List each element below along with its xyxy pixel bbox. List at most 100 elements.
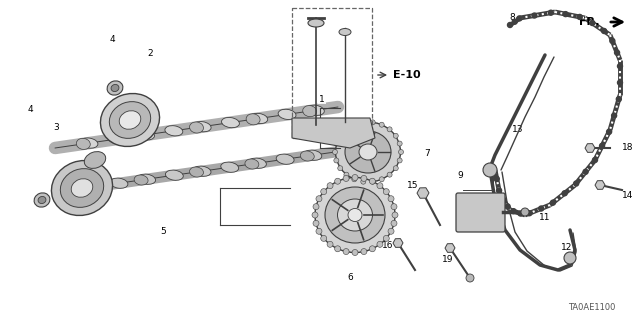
Ellipse shape bbox=[339, 28, 351, 35]
Text: 3: 3 bbox=[53, 123, 59, 132]
Circle shape bbox=[518, 211, 523, 216]
Ellipse shape bbox=[107, 81, 123, 95]
Ellipse shape bbox=[388, 228, 394, 234]
Ellipse shape bbox=[399, 150, 403, 154]
Ellipse shape bbox=[315, 177, 395, 253]
Text: FR.: FR. bbox=[579, 17, 600, 27]
Ellipse shape bbox=[304, 150, 322, 160]
Ellipse shape bbox=[133, 130, 147, 141]
Text: 12: 12 bbox=[561, 243, 573, 253]
Ellipse shape bbox=[110, 178, 128, 188]
Ellipse shape bbox=[380, 122, 384, 127]
Ellipse shape bbox=[361, 249, 367, 255]
Text: 9: 9 bbox=[457, 170, 463, 180]
Circle shape bbox=[593, 158, 598, 162]
Ellipse shape bbox=[313, 220, 319, 226]
Circle shape bbox=[614, 50, 620, 55]
Ellipse shape bbox=[303, 106, 317, 117]
Circle shape bbox=[618, 80, 623, 85]
Circle shape bbox=[508, 23, 513, 27]
Ellipse shape bbox=[165, 126, 183, 136]
Circle shape bbox=[600, 143, 605, 148]
Circle shape bbox=[583, 169, 588, 174]
Ellipse shape bbox=[370, 179, 375, 184]
Ellipse shape bbox=[348, 209, 362, 221]
Ellipse shape bbox=[393, 166, 398, 171]
Text: 4: 4 bbox=[109, 35, 115, 44]
Ellipse shape bbox=[313, 204, 319, 210]
Ellipse shape bbox=[327, 241, 333, 247]
Ellipse shape bbox=[34, 193, 50, 207]
Text: 16: 16 bbox=[382, 241, 394, 249]
Ellipse shape bbox=[221, 117, 239, 128]
Text: 14: 14 bbox=[622, 190, 634, 199]
Text: 2: 2 bbox=[147, 48, 153, 57]
Ellipse shape bbox=[109, 102, 150, 138]
Ellipse shape bbox=[338, 166, 343, 171]
Circle shape bbox=[512, 19, 517, 24]
Ellipse shape bbox=[316, 228, 322, 234]
Text: 7: 7 bbox=[424, 149, 430, 158]
Ellipse shape bbox=[100, 93, 159, 146]
Ellipse shape bbox=[352, 249, 358, 256]
Text: E-10: E-10 bbox=[393, 70, 420, 80]
Text: 18: 18 bbox=[622, 144, 634, 152]
Ellipse shape bbox=[312, 212, 318, 218]
Ellipse shape bbox=[387, 127, 392, 132]
Ellipse shape bbox=[316, 196, 322, 202]
Ellipse shape bbox=[108, 134, 126, 144]
Ellipse shape bbox=[370, 120, 375, 125]
Ellipse shape bbox=[344, 172, 349, 177]
Ellipse shape bbox=[278, 109, 296, 120]
Circle shape bbox=[497, 188, 502, 193]
Ellipse shape bbox=[369, 178, 375, 184]
Ellipse shape bbox=[393, 133, 398, 138]
Ellipse shape bbox=[307, 105, 324, 115]
Circle shape bbox=[539, 206, 543, 211]
Ellipse shape bbox=[335, 178, 340, 184]
Text: 1: 1 bbox=[319, 94, 325, 103]
Circle shape bbox=[573, 181, 579, 186]
Ellipse shape bbox=[383, 235, 389, 241]
Ellipse shape bbox=[60, 169, 104, 207]
Ellipse shape bbox=[83, 182, 100, 192]
Ellipse shape bbox=[338, 133, 343, 138]
Ellipse shape bbox=[335, 122, 401, 182]
Ellipse shape bbox=[391, 204, 397, 210]
Ellipse shape bbox=[300, 151, 314, 161]
Ellipse shape bbox=[38, 197, 46, 204]
Ellipse shape bbox=[343, 175, 349, 182]
Ellipse shape bbox=[345, 131, 391, 173]
Circle shape bbox=[494, 176, 499, 181]
Ellipse shape bbox=[343, 249, 349, 255]
Ellipse shape bbox=[79, 183, 93, 193]
Ellipse shape bbox=[334, 158, 339, 163]
Ellipse shape bbox=[193, 166, 211, 176]
Ellipse shape bbox=[136, 130, 154, 140]
Ellipse shape bbox=[352, 177, 356, 182]
Text: 8: 8 bbox=[509, 12, 515, 21]
Ellipse shape bbox=[138, 174, 156, 184]
Text: 10: 10 bbox=[484, 196, 496, 204]
Ellipse shape bbox=[397, 158, 402, 163]
Ellipse shape bbox=[361, 175, 367, 182]
Ellipse shape bbox=[387, 172, 392, 177]
Ellipse shape bbox=[165, 170, 183, 180]
Ellipse shape bbox=[193, 122, 211, 132]
Text: 5: 5 bbox=[160, 226, 166, 235]
Ellipse shape bbox=[383, 189, 389, 195]
Ellipse shape bbox=[391, 220, 397, 226]
Circle shape bbox=[602, 28, 607, 33]
Ellipse shape bbox=[361, 120, 366, 125]
Ellipse shape bbox=[335, 246, 340, 252]
Ellipse shape bbox=[397, 141, 402, 146]
Ellipse shape bbox=[189, 122, 204, 133]
Ellipse shape bbox=[308, 19, 324, 27]
Ellipse shape bbox=[189, 167, 204, 177]
Polygon shape bbox=[292, 118, 375, 148]
Ellipse shape bbox=[327, 183, 333, 189]
Ellipse shape bbox=[221, 162, 239, 172]
Ellipse shape bbox=[352, 174, 358, 181]
Ellipse shape bbox=[325, 187, 385, 243]
Ellipse shape bbox=[134, 175, 148, 185]
